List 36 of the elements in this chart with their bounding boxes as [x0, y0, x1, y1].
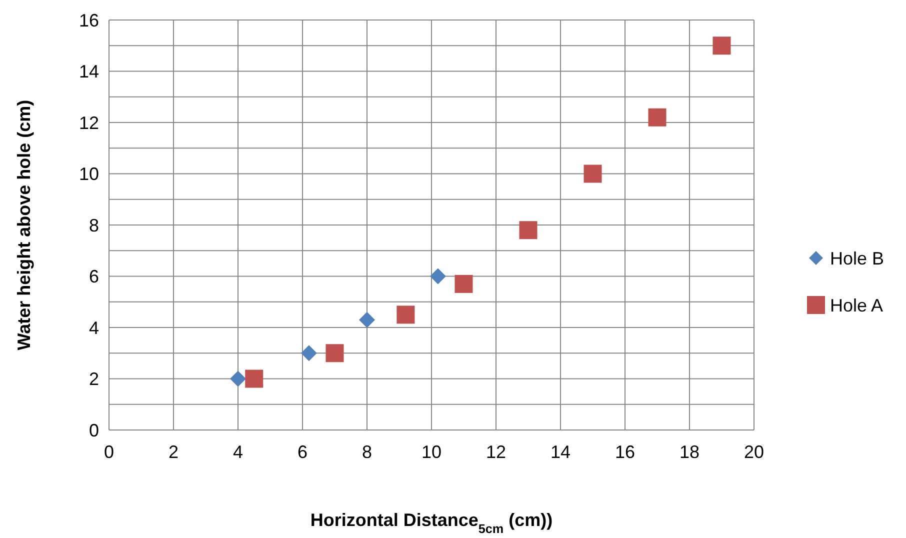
x-tick-label: 20	[744, 442, 764, 462]
point	[396, 306, 415, 324]
point	[454, 274, 473, 293]
point	[648, 108, 666, 126]
y-tick-label: 0	[88, 420, 99, 440]
x-tick-label: 0	[104, 442, 114, 462]
point	[584, 164, 602, 183]
x-tick-label: 14	[550, 442, 571, 462]
x-tick-label: 2	[168, 442, 179, 462]
y-tick-label: 6	[88, 266, 99, 287]
x-tick-label: 10	[421, 442, 442, 462]
x-tick-label: 12	[486, 442, 506, 462]
point	[245, 370, 264, 388]
y-tick-label: 8	[88, 215, 99, 236]
y-tick-label: 2	[88, 369, 99, 390]
x-axis-title: Horizontal Distance$_{5cm}$ (cm))	[310, 510, 553, 536]
x-tick-label: 18	[679, 442, 700, 462]
x-tick-label: 6	[297, 442, 308, 462]
point	[430, 268, 446, 284]
x-tick-label: 4	[232, 442, 244, 462]
y-tick-label: 14	[78, 62, 99, 82]
y-tick-label: 10	[78, 164, 99, 184]
point	[230, 370, 246, 387]
point	[300, 345, 317, 362]
y-tick-label: 12	[78, 112, 99, 133]
point	[519, 221, 538, 240]
legend-label: Hole A	[830, 295, 884, 316]
y-axis-title: Water height above hole (cm)	[14, 100, 34, 350]
legend-label: Hole B	[830, 248, 884, 268]
x-tick-label: 16	[614, 442, 636, 462]
x-tick-label: 8	[362, 442, 372, 462]
y-tick-label: 16	[78, 10, 99, 30]
point	[712, 36, 731, 55]
y-tick-label: 4	[88, 318, 99, 338]
point	[359, 312, 375, 328]
point	[326, 344, 344, 362]
